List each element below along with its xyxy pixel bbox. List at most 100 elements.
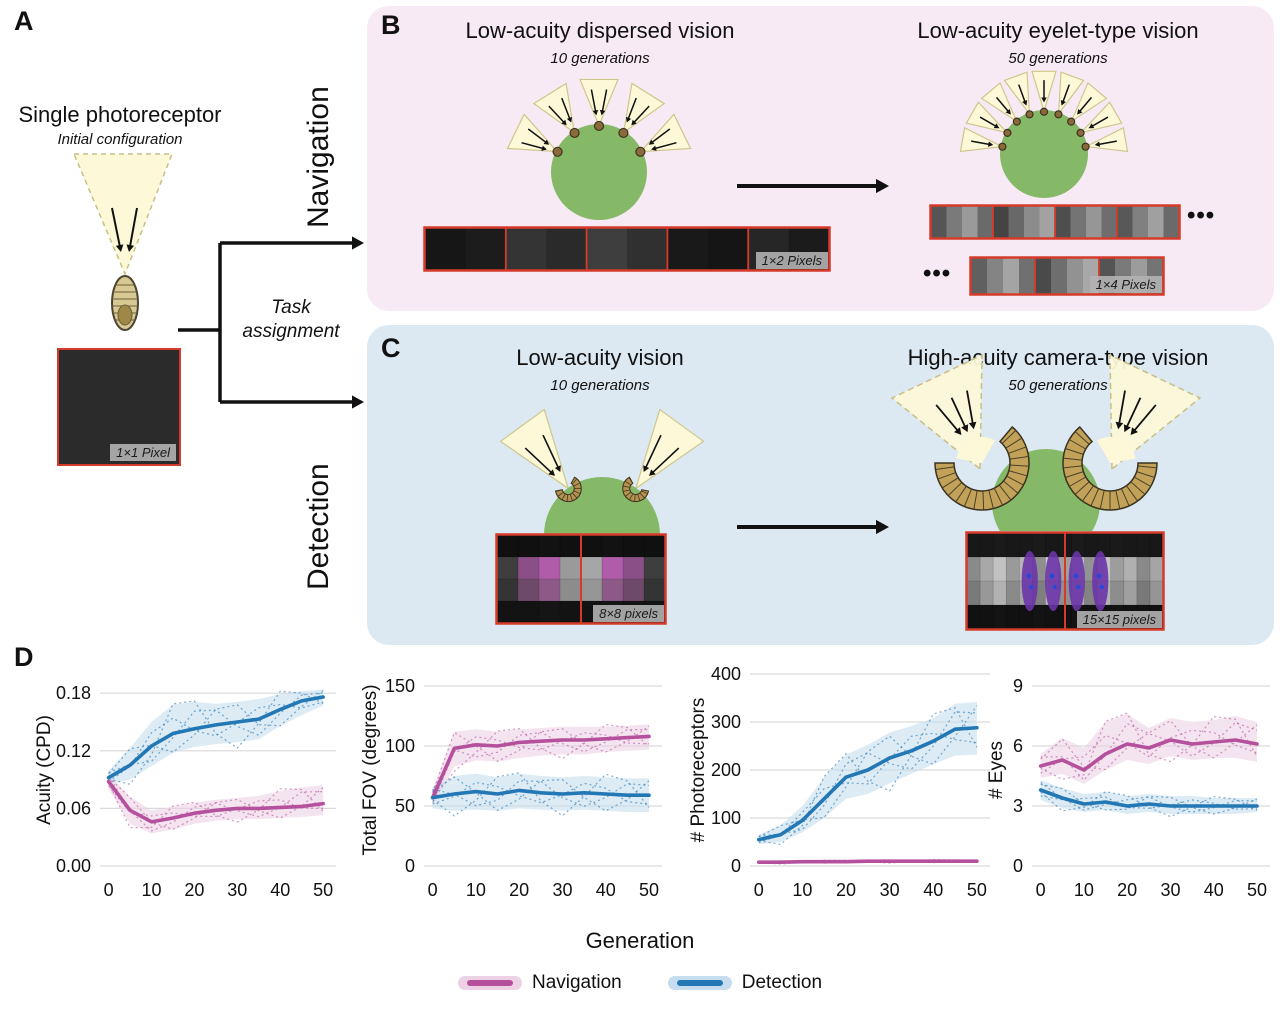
camera-eyes-organism xyxy=(890,353,1202,531)
panel-c-left-subtitle: 10 generations xyxy=(550,377,650,394)
svg-text:# Photoreceptors: # Photoreceptors xyxy=(688,698,709,843)
svg-text:50: 50 xyxy=(395,796,415,816)
svg-text:0: 0 xyxy=(731,856,741,876)
legend-item-detection: Detection xyxy=(667,972,823,994)
panel-c-label: C xyxy=(381,333,401,363)
svg-text:10: 10 xyxy=(1074,880,1094,900)
pixel-strip-1x2: 1×2 Pixels xyxy=(423,226,831,272)
svg-text:# Eyes: # Eyes xyxy=(986,741,1007,799)
svg-text:30: 30 xyxy=(552,880,572,900)
panel-b-right-title: Low-acuity eyelet-type vision xyxy=(917,18,1199,43)
svg-text:0.00: 0.00 xyxy=(56,856,91,876)
svg-text:0.18: 0.18 xyxy=(56,683,91,703)
panel-b-label: B xyxy=(381,10,401,40)
panel-a-subtitle: Initial configuration xyxy=(57,131,183,148)
svg-text:40: 40 xyxy=(1204,880,1224,900)
pixel-image-15x15: 15×15 pixels xyxy=(965,531,1165,631)
detection-line xyxy=(676,980,723,986)
svg-text:Acuity (CPD): Acuity (CPD) xyxy=(34,715,55,825)
eyelet-organism xyxy=(959,70,1129,198)
ellipsis-row2: ••• xyxy=(923,260,952,287)
pixel-image-8x8: 8×8 pixels xyxy=(495,533,667,625)
svg-text:10: 10 xyxy=(792,880,812,900)
photoreceptor-diagram xyxy=(72,153,174,331)
navigation-side-label: Navigation xyxy=(302,86,335,228)
svg-text:50: 50 xyxy=(1247,880,1267,900)
svg-text:0: 0 xyxy=(104,880,114,900)
pixel-strip-1x4-row1 xyxy=(929,204,1181,240)
svg-text:10: 10 xyxy=(141,880,161,900)
pixel-size-label-1x1: 1×1 Pixel xyxy=(110,444,176,461)
pixel-image-8x8-cells xyxy=(495,533,667,625)
pixel-size-label-8x8: 8×8 pixels xyxy=(593,605,664,622)
svg-text:0: 0 xyxy=(405,856,415,876)
pixel-size-label-15x15: 15×15 pixels xyxy=(1076,611,1162,628)
dispersed-eyes-organism xyxy=(506,78,692,220)
chart-acuity: 0.00 0.06 0.12 0.18 0 10 20 30 40 50 Acuity (CPD) xyxy=(34,660,346,915)
svg-text:0: 0 xyxy=(754,880,764,900)
svg-text:3: 3 xyxy=(1013,796,1023,816)
svg-text:Total FOV (degrees): Total FOV (degrees) xyxy=(360,684,381,855)
panel-b-left-subtitle: 10 generations xyxy=(550,50,650,67)
svg-text:20: 20 xyxy=(836,880,856,900)
svg-text:0.12: 0.12 xyxy=(56,741,91,761)
panel-b-right-subtitle: 50 generations xyxy=(1008,50,1108,67)
svg-text:30: 30 xyxy=(880,880,900,900)
svg-text:30: 30 xyxy=(227,880,247,900)
panel-b-left-title: Low-acuity dispersed vision xyxy=(465,18,735,43)
legend-label-detection: Detection xyxy=(741,972,823,993)
chart-fov-plot: 0 50 100 150 0 10 20 30 40 50 Total FOV (degrees) xyxy=(360,676,662,900)
svg-text:50: 50 xyxy=(313,880,333,900)
panel-c-left-title: Low-acuity vision xyxy=(516,345,684,370)
detection-line-swatch xyxy=(667,976,732,990)
pixel-view-1x1: 1×1 Pixel xyxy=(57,348,181,466)
svg-text:50: 50 xyxy=(639,880,659,900)
svg-text:0: 0 xyxy=(1013,856,1023,876)
svg-text:100: 100 xyxy=(385,736,415,756)
panel-a-title: Single photoreceptor xyxy=(18,102,222,127)
panel-c-right-subtitle: 50 generations xyxy=(1008,377,1108,394)
cup-eyes-organism xyxy=(499,408,705,535)
chart-photoreceptors-plot: 0 100 200 300 400 0 10 20 30 40 50 # Photoreceptors xyxy=(688,664,990,900)
panel-a-label: A xyxy=(14,6,34,36)
svg-text:300: 300 xyxy=(711,712,741,732)
svg-text:150: 150 xyxy=(385,676,415,696)
x-axis-label: Generation xyxy=(585,928,695,953)
svg-text:20: 20 xyxy=(1117,880,1137,900)
pixel-strip-1x4-row2: 1×4 Pixels xyxy=(969,256,1165,296)
chart-photoreceptors: 0 100 200 300 400 0 10 20 30 40 50 # Photoreceptors xyxy=(688,660,1000,915)
svg-text:200: 200 xyxy=(711,760,741,780)
svg-text:50: 50 xyxy=(967,880,987,900)
svg-text:10: 10 xyxy=(466,880,486,900)
pixel-size-label-1x4: 1×4 Pixels xyxy=(1089,276,1162,293)
pixel-strip-1x4-row1-cells xyxy=(929,204,1181,240)
chart-acuity-plot: 0.00 0.06 0.12 0.18 0 10 20 30 40 50 Acuity (CPD) xyxy=(34,683,336,900)
svg-text:40: 40 xyxy=(596,880,616,900)
legend: Navigation Detection xyxy=(0,972,1280,994)
task-assignment-label: Task assignment xyxy=(242,297,340,342)
svg-text:20: 20 xyxy=(509,880,529,900)
pixel-size-label-1x2: 1×2 Pixels xyxy=(755,252,828,269)
svg-text:30: 30 xyxy=(1160,880,1180,900)
chart-eyes-plot: 0 3 6 9 0 10 20 30 40 50 # Eyes xyxy=(986,676,1270,900)
svg-text:0: 0 xyxy=(1036,880,1046,900)
chart-eyes: 0 3 6 9 0 10 20 30 40 50 # Eyes xyxy=(986,660,1280,915)
chart-fov: 0 50 100 150 0 10 20 30 40 50 Total FOV (degrees) xyxy=(360,660,672,915)
legend-item-navigation: Navigation xyxy=(457,972,622,994)
legend-label-navigation: Navigation xyxy=(531,972,622,993)
ellipsis-row1: ••• xyxy=(1187,202,1216,229)
svg-text:9: 9 xyxy=(1013,676,1023,696)
evolution-arrow-icon xyxy=(737,519,889,535)
svg-text:0: 0 xyxy=(428,880,438,900)
svg-text:400: 400 xyxy=(711,664,741,684)
svg-text:40: 40 xyxy=(270,880,290,900)
branch-arrows-icon xyxy=(178,236,364,409)
svg-text:20: 20 xyxy=(184,880,204,900)
svg-text:100: 100 xyxy=(711,808,741,828)
svg-text:40: 40 xyxy=(923,880,943,900)
panel-d-label: D xyxy=(14,642,34,672)
navigation-line xyxy=(466,980,513,986)
panel-b-navigation: B Low-acuity dispersed vision 10 generat… xyxy=(367,6,1274,311)
svg-text:6: 6 xyxy=(1013,736,1023,756)
